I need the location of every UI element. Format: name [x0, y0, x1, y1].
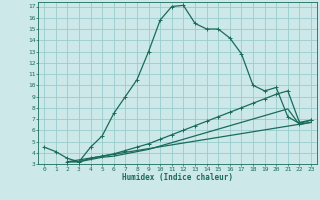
- X-axis label: Humidex (Indice chaleur): Humidex (Indice chaleur): [122, 173, 233, 182]
